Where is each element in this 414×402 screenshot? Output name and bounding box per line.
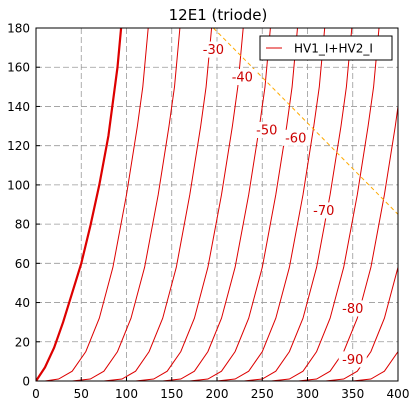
y-tick-label: 100: [7, 178, 30, 192]
legend-box: [259, 35, 393, 61]
curve-label-bg: [199, 41, 228, 58]
curve--90: [271, 28, 380, 381]
x-tick-label: 250: [251, 387, 274, 401]
x-tick-label: 400: [387, 387, 410, 401]
curve-label: -60: [285, 131, 306, 146]
y-tick-label: 140: [7, 100, 30, 114]
curve--40: [135, 28, 244, 381]
x-tick-label: 350: [341, 387, 364, 401]
curve-label: -30: [203, 43, 224, 58]
x-tick-label: 50: [74, 387, 89, 401]
curve-label: -50: [256, 123, 277, 138]
legend-label: HV1_I+HV2_I: [294, 42, 373, 56]
curve-label-bg: [281, 129, 310, 146]
curve-label: -70: [313, 204, 334, 219]
y-tick-label: 20: [15, 335, 30, 349]
load-line: [213, 28, 398, 215]
curve-unlabeled: [352, 351, 398, 381]
chart-title: 12E1 (triode): [169, 6, 268, 24]
curve--80: [244, 28, 353, 381]
curve--10: [44, 28, 149, 381]
axes: 0 50 100 150 200 250 300 350 400 0 20 40 60 80 100 120 1…: [7, 22, 409, 402]
curve--30: [103, 28, 213, 381]
curve-label: -40: [232, 71, 253, 86]
curve-label-bg: [309, 202, 338, 219]
curve--20: [72, 28, 181, 381]
x-tick-label: 200: [206, 387, 229, 401]
y-tick-label: 80: [15, 218, 30, 232]
curve-label: -80: [342, 302, 363, 317]
y-tick-label: 60: [15, 257, 30, 271]
x-tick-label: 0: [32, 387, 40, 401]
curve-label-bg: [338, 300, 367, 317]
y-tick-label: 40: [15, 296, 30, 310]
curve-labels: -30 -40 -50 -60 -70 -80 -90: [199, 41, 367, 368]
curve--50: [162, 28, 271, 381]
x-tick-label: 150: [160, 387, 183, 401]
curve-label-bg: [338, 351, 367, 368]
curve-label: -90: [342, 353, 363, 368]
curve-label-bg: [228, 69, 257, 86]
x-tick-label: 100: [115, 387, 138, 401]
y-tick-label: 120: [7, 139, 30, 153]
curve-label-bg: [252, 121, 281, 138]
curve--70: [216, 28, 326, 381]
y-tick-label: 160: [7, 61, 30, 75]
grid: [36, 28, 398, 381]
x-tick-label: 300: [296, 387, 319, 401]
curve--60: [189, 28, 298, 381]
curve-unlabeled: [298, 106, 398, 381]
y-tick-label: 180: [7, 22, 30, 36]
legend: HV1_I+HV2_I: [259, 35, 393, 61]
curve-0: [36, 28, 123, 381]
y-tick-label: 0: [22, 375, 30, 389]
